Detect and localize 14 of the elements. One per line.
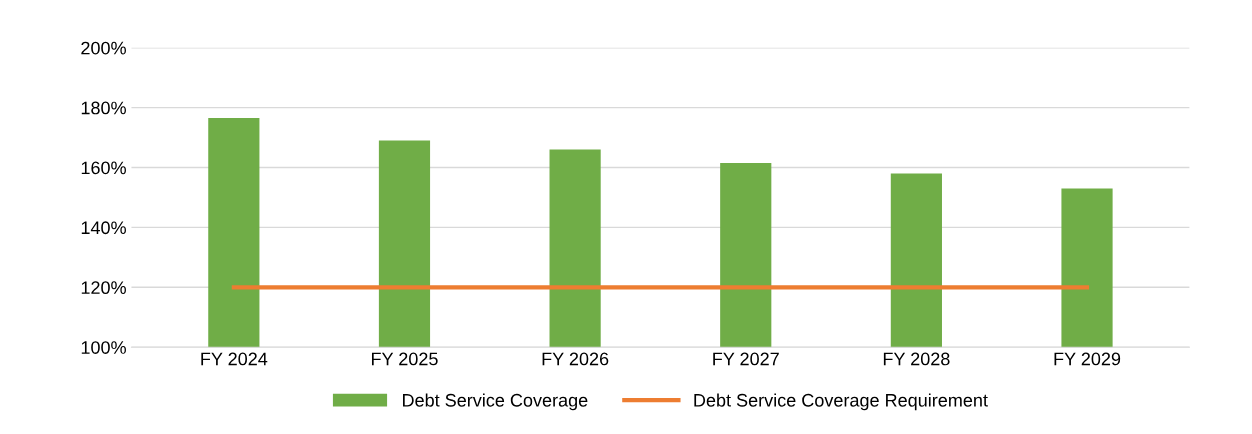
y-tick-label: 160% [81, 161, 126, 175]
y-tick-label: 200% [81, 41, 126, 55]
y-tick-label: 100% [81, 341, 126, 354]
legend-label: Debt Service Coverage Requirement [694, 393, 988, 411]
x-tick-label: FY 2026 [542, 352, 609, 366]
x-tick-label: FY 2029 [1054, 352, 1121, 366]
x-tick-label: FY 2028 [883, 352, 950, 366]
y-tick-label: 180% [81, 101, 126, 115]
y-tick-label: 140% [81, 221, 126, 235]
x-tick-label: FY 2025 [371, 352, 438, 366]
legend-label: Debt Service Coverage [403, 393, 588, 411]
x-tick-label: FY 2024 [201, 352, 268, 366]
x-tick-label: FY 2027 [713, 352, 779, 366]
y-tick-label: 120% [81, 281, 126, 295]
